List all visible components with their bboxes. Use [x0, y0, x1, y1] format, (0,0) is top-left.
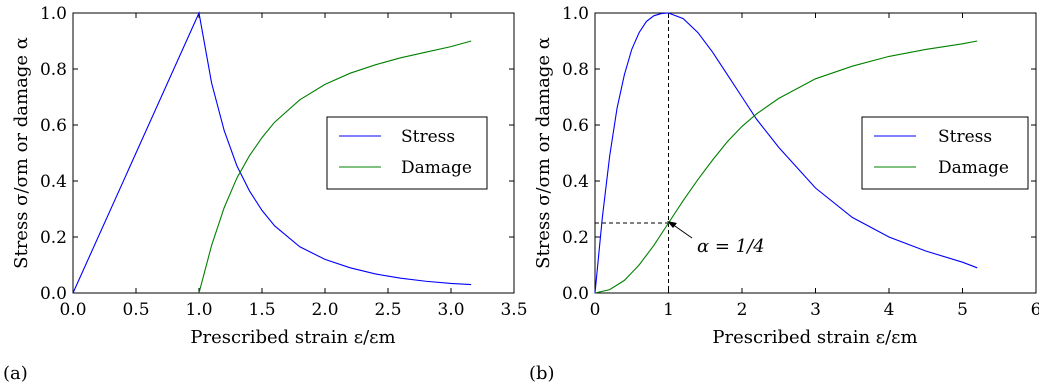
- legend-label-stress: Stress: [938, 127, 992, 147]
- legend-box: [861, 116, 1029, 190]
- legend-label-damage: Damage: [938, 158, 1009, 178]
- plot-frame: [72, 12, 515, 294]
- x-tick-group: 0.0 0.5 1.0 1.5 2.0 2.5 3.0 3.5: [59, 13, 528, 320]
- x-tick-label: 3.0: [437, 300, 464, 320]
- x-tick-label: 2.5: [374, 300, 401, 320]
- x-tick-label: 1: [663, 300, 674, 320]
- x-tick-label: 3: [810, 300, 821, 320]
- y-axis-label: Stress σ/σm or damage α: [533, 37, 554, 269]
- annotation: α = 1/4: [667, 221, 765, 257]
- annotation-arrowhead: [667, 221, 677, 228]
- y-axis-label: Stress σ/σm or damage α: [11, 37, 32, 269]
- x-tick-label: 4: [884, 300, 895, 320]
- panel-label-b: (b): [529, 363, 555, 384]
- x-tick-label: 0.0: [59, 300, 86, 320]
- y-tick-label: 0.8: [562, 60, 589, 80]
- x-tick-label: 0.5: [122, 300, 149, 320]
- y-tick-label: 0.6: [40, 116, 67, 136]
- series-group: [594, 12, 978, 294]
- series-line-stress: [594, 12, 978, 294]
- x-tick-label: 1.5: [248, 300, 275, 320]
- chart-panel-b: 0.0 0.2 0.4 0.6 0.8 1.0 0 1 2 3 4 5 6 Prescribed st…: [529, 4, 1039, 384]
- y-tick-label: 1.0: [40, 4, 67, 24]
- x-tick-label: 5: [957, 300, 968, 320]
- y-tick-label: 0.6: [562, 116, 589, 136]
- x-tick-label: 1.0: [185, 300, 212, 320]
- x-tick-label: 2: [737, 300, 748, 320]
- x-tick-label: 2.0: [311, 300, 338, 320]
- series-line-damage: [198, 40, 472, 294]
- panel-label-a: (a): [3, 363, 28, 384]
- y-tick-label: 1.0: [562, 4, 589, 24]
- legend: Stress Damage: [861, 116, 1029, 190]
- y-tick-label: 0.4: [562, 172, 589, 192]
- y-tick-group: 0.0 0.2 0.4 0.6 0.8 1.0: [562, 4, 1036, 304]
- y-tick-label: 0.8: [40, 60, 67, 80]
- x-axis-label: Prescribed strain ε/εm: [712, 327, 917, 348]
- y-tick-label: 0.0: [562, 284, 589, 304]
- series-group: [72, 11, 472, 294]
- x-tick-label: 6: [1031, 300, 1039, 320]
- y-tick-label: 0.2: [562, 228, 589, 248]
- legend-label-damage: Damage: [401, 158, 472, 178]
- x-tick-label: 3.5: [500, 300, 527, 320]
- legend-box: [326, 116, 488, 190]
- series-line-stress: [72, 11, 472, 294]
- x-axis-label: Prescribed strain ε/εm: [190, 327, 395, 348]
- annotation-arrow-line: [671, 223, 693, 239]
- y-tick-label: 0.4: [40, 172, 67, 192]
- legend: Stress Damage: [326, 116, 488, 190]
- series-line-damage: [594, 40, 978, 294]
- chart-panel-a: 0.0 0.2 0.4 0.6 0.8 1.0 0.0 0.5 1.0 1.5 2.0 2.5 3.0…: [3, 4, 528, 384]
- annotation-label: α = 1/4: [697, 236, 765, 257]
- x-tick-label: 0: [590, 300, 601, 320]
- guide-lines: [595, 13, 669, 293]
- y-tick-label: 0.2: [40, 228, 67, 248]
- y-tick-group: 0.0 0.2 0.4 0.6 0.8 1.0: [40, 4, 514, 304]
- y-tick-label: 0.0: [40, 284, 67, 304]
- legend-label-stress: Stress: [401, 127, 455, 147]
